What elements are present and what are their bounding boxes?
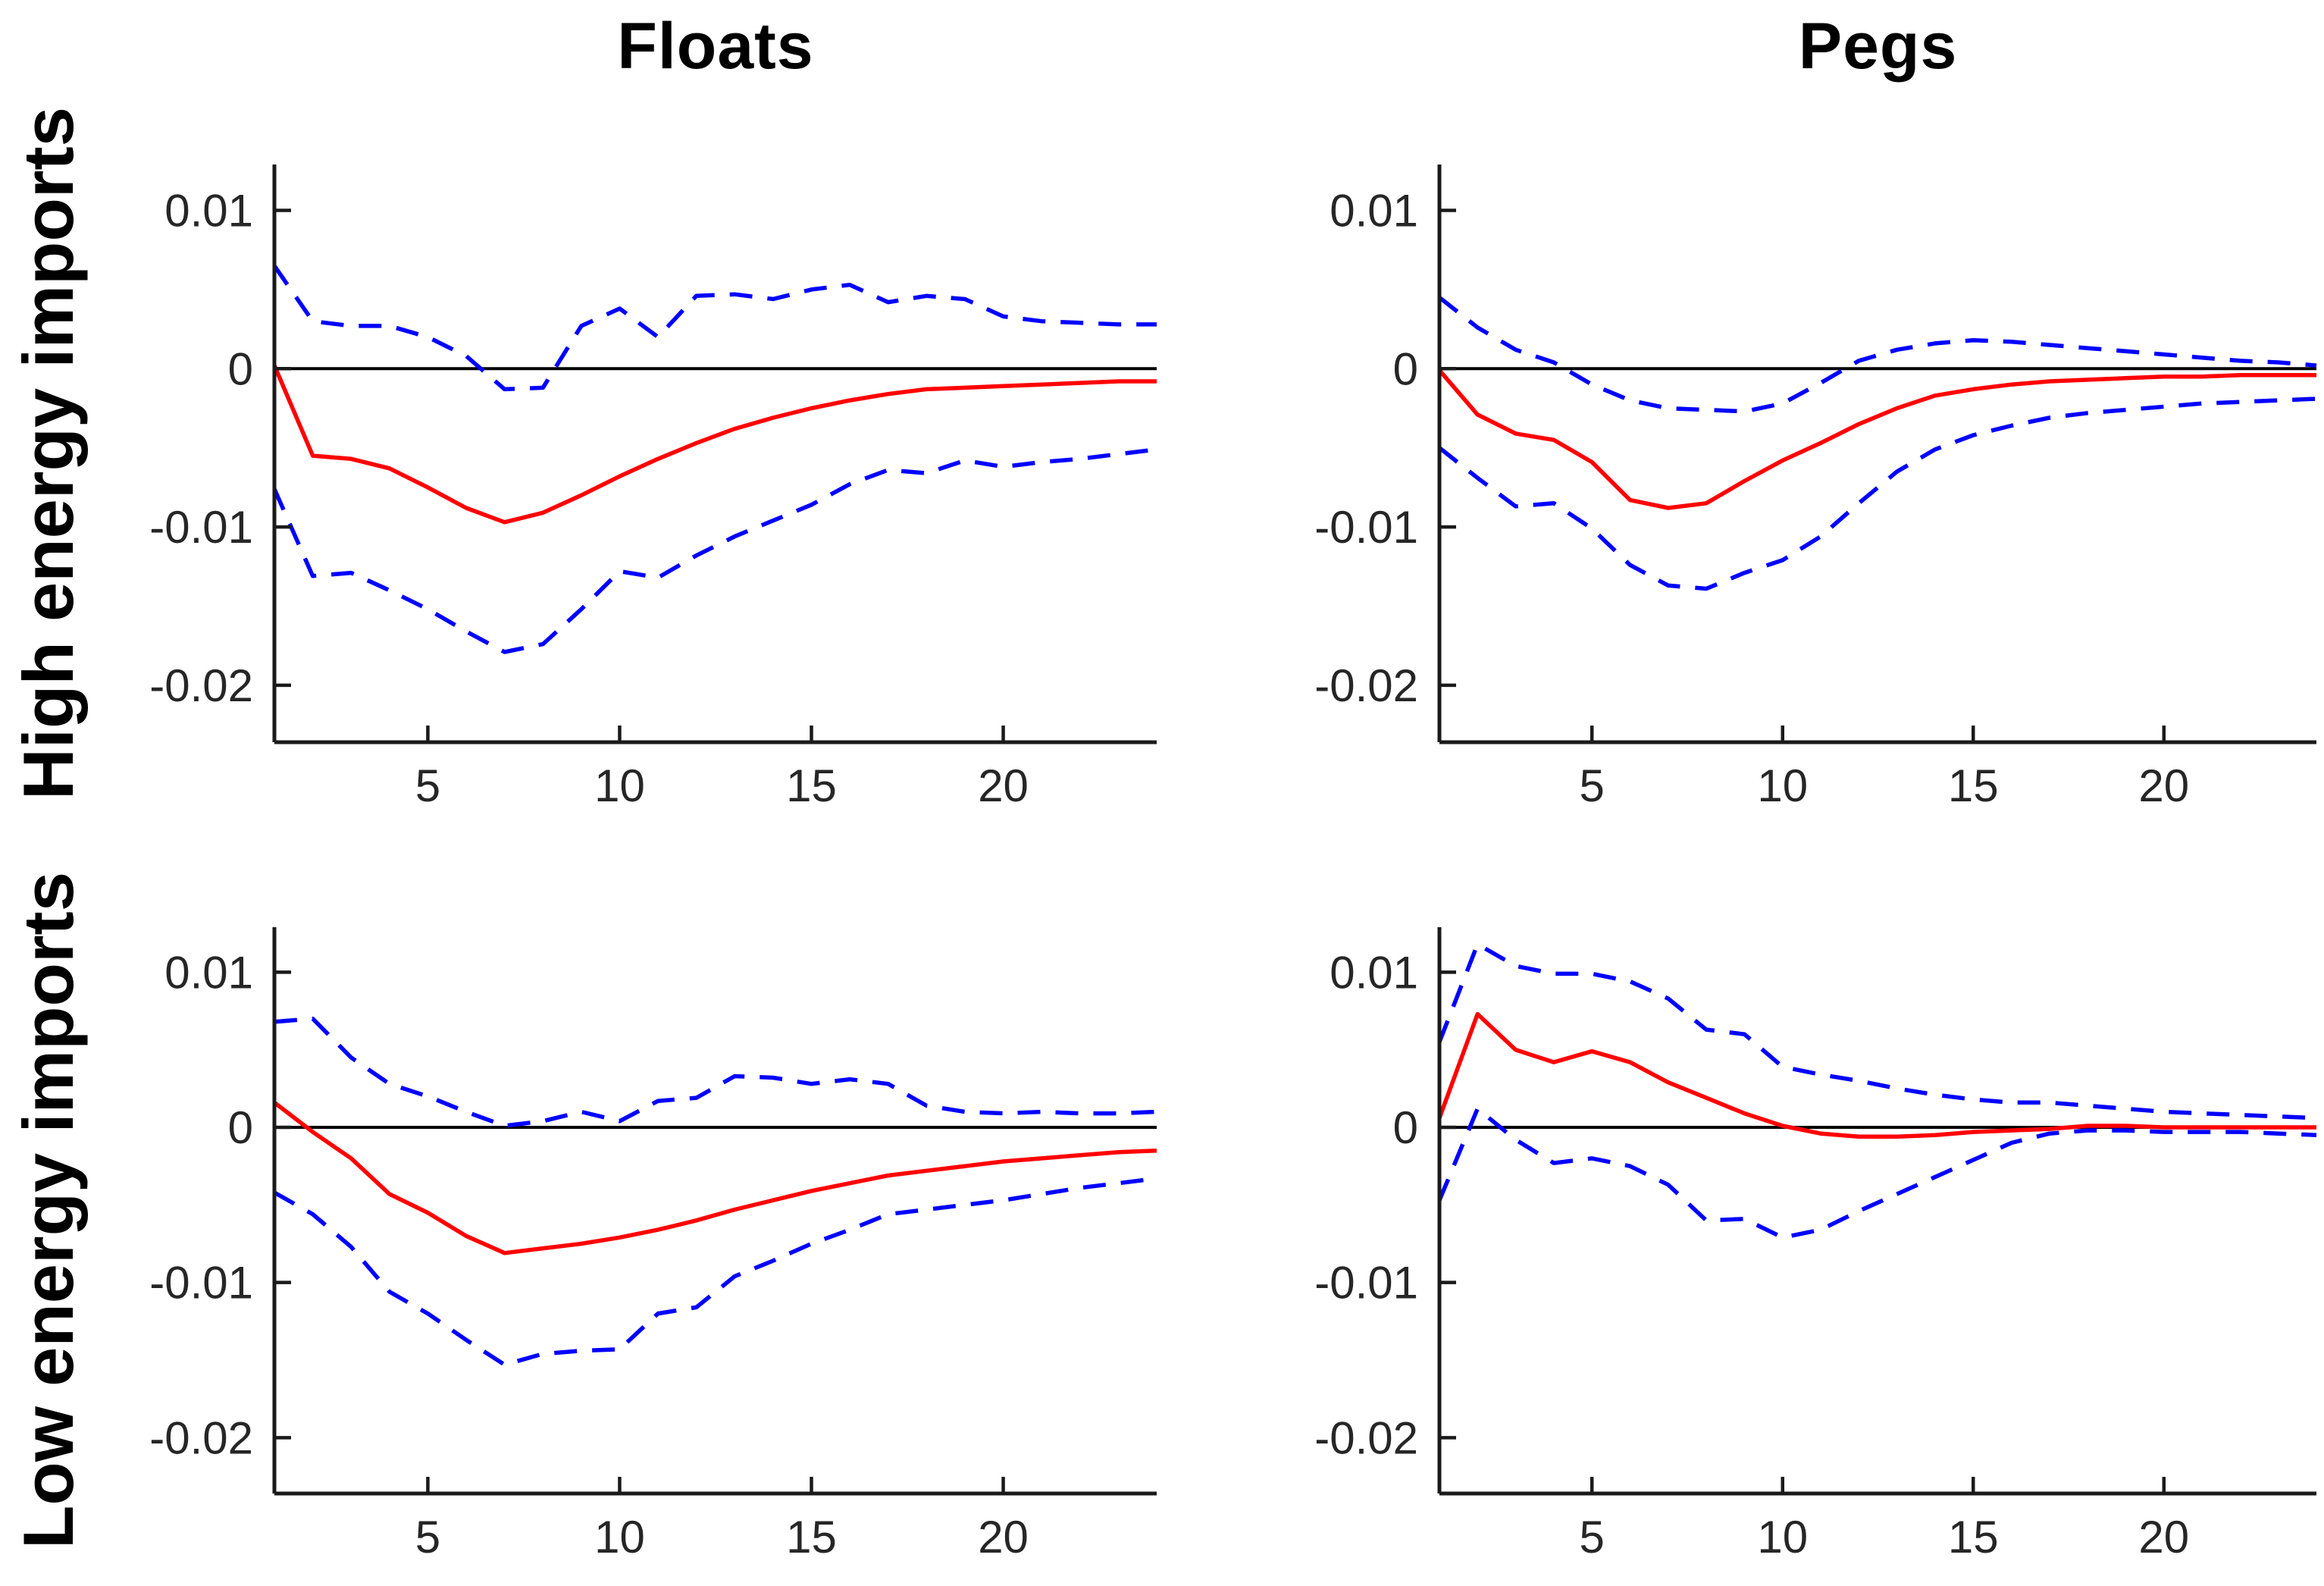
x-tick-label: 10 bbox=[1757, 760, 1808, 811]
column-title-pegs: Pegs bbox=[1798, 10, 1958, 83]
upper-confidence-band-line bbox=[1438, 296, 2317, 414]
x-tick-label: 15 bbox=[786, 760, 837, 811]
upper-confidence-band-line bbox=[274, 1016, 1157, 1128]
y-tick-label: -0.01 bbox=[149, 1258, 253, 1309]
y-tick-label: 0 bbox=[1393, 1102, 1418, 1153]
chart-floats-low-energy-imports: 5 10 15 20 0.01 0 -0.01 -0.02 bbox=[149, 927, 1157, 1562]
x-tick-label: 10 bbox=[594, 1512, 645, 1562]
y-tick-label: 0 bbox=[228, 343, 253, 394]
row-label-high-energy-imports: High energy imports bbox=[8, 106, 88, 801]
y-tick-label: -0.01 bbox=[1314, 502, 1418, 553]
y-tick-label: -0.02 bbox=[149, 660, 253, 711]
y-tick-label: 0.01 bbox=[1330, 186, 1418, 237]
y-tick-label: -0.01 bbox=[149, 502, 253, 553]
x-tick-label: 20 bbox=[978, 760, 1029, 811]
x-tick-label: 20 bbox=[2138, 760, 2189, 811]
lower-confidence-band-line bbox=[272, 447, 1157, 654]
lower-confidence-band-line bbox=[1437, 1106, 2317, 1240]
y-tick-label: 0.01 bbox=[164, 947, 253, 998]
x-tick-label: 5 bbox=[415, 1512, 440, 1562]
x-tick-label: 5 bbox=[415, 760, 440, 811]
x-tick-label: 15 bbox=[1948, 1512, 1999, 1562]
x-tick-label: 10 bbox=[594, 760, 645, 811]
x-tick-label: 5 bbox=[1580, 1512, 1605, 1562]
x-tick-label: 5 bbox=[1580, 760, 1605, 811]
y-tick-label: -0.02 bbox=[1314, 660, 1418, 711]
x-tick-label: 15 bbox=[1948, 760, 1999, 811]
impulse-response-median-line bbox=[272, 365, 1157, 525]
y-tick-label: 0 bbox=[1393, 343, 1418, 394]
impulse-response-median-line bbox=[273, 1101, 1157, 1255]
chart-pegs-high-energy-imports: 5 10 15 20 0.01 0 -0.01 -0.02 bbox=[1314, 165, 2317, 811]
impulse-response-median-line bbox=[1437, 1011, 2316, 1139]
x-tick-label: 15 bbox=[786, 1512, 837, 1562]
x-tick-label: 10 bbox=[1757, 1512, 1808, 1562]
y-tick-label: 0 bbox=[228, 1102, 253, 1153]
x-tick-label: 20 bbox=[2138, 1512, 2189, 1562]
y-tick-label: -0.01 bbox=[1314, 1258, 1418, 1309]
y-tick-label: -0.02 bbox=[1314, 1412, 1418, 1463]
column-title-floats: Floats bbox=[617, 10, 814, 83]
lower-confidence-band-line bbox=[1438, 396, 2317, 591]
x-tick-label: 20 bbox=[978, 1512, 1029, 1562]
y-tick-label: -0.02 bbox=[149, 1412, 253, 1463]
row-label-low-energy-imports: Low energy imports bbox=[8, 871, 88, 1550]
y-tick-label: 0.01 bbox=[164, 186, 253, 237]
upper-confidence-band-line bbox=[272, 265, 1157, 392]
impulse-response-median-line bbox=[1437, 368, 2316, 510]
upper-confidence-band-line bbox=[1437, 942, 2317, 1121]
chart-pegs-low-energy-imports: 5 10 15 20 0.01 0 -0.01 -0.02 bbox=[1314, 927, 2317, 1562]
y-tick-label: 0.01 bbox=[1330, 947, 1418, 998]
lower-confidence-band-line bbox=[273, 1176, 1157, 1367]
chart-floats-high-energy-imports: 5 10 15 20 0.01 0 -0.01 -0.02 bbox=[149, 165, 1157, 811]
